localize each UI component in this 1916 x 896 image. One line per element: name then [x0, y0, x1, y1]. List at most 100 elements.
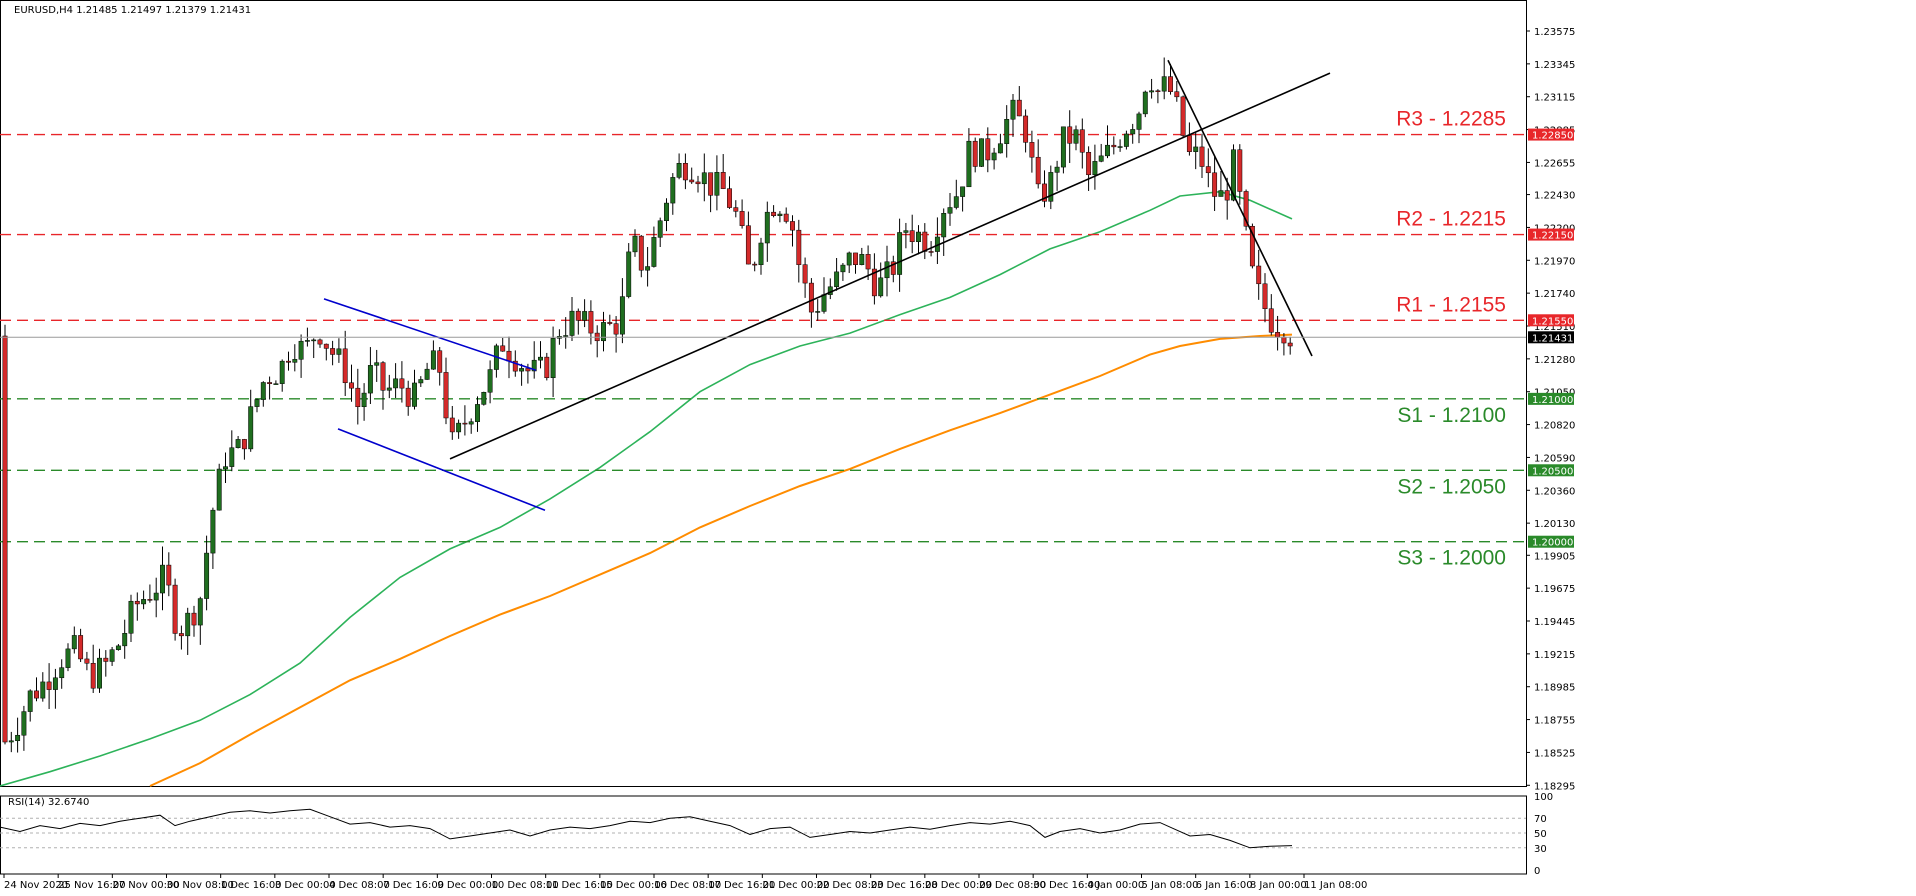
- candle-bearish: [708, 172, 714, 196]
- time-tick-label: 16 Dec 08:00: [654, 880, 721, 891]
- candle-bearish: [871, 268, 877, 297]
- candle-bearish: [1079, 129, 1085, 153]
- price-tick-label: 1.21740: [1534, 289, 1575, 300]
- candle-bullish: [204, 552, 210, 599]
- candle-bullish: [216, 468, 222, 511]
- candle-bearish: [134, 600, 140, 605]
- candle-bearish: [1180, 96, 1186, 136]
- candle-bearish: [607, 322, 613, 324]
- candle-bearish: [1186, 135, 1192, 152]
- candle-bullish: [701, 172, 707, 185]
- candle-bullish: [897, 232, 903, 275]
- candle-bullish: [487, 369, 493, 393]
- candle-bearish: [84, 658, 90, 664]
- candle-bullish: [966, 140, 972, 188]
- candle-bearish: [865, 254, 871, 270]
- time-tick-label: 8 Jan 00:00: [1250, 880, 1307, 891]
- candle-bullish: [550, 338, 556, 379]
- candle-bullish: [714, 172, 720, 196]
- candle-bearish: [90, 662, 96, 689]
- candle-bearish: [985, 138, 991, 161]
- candle-bullish: [468, 421, 474, 425]
- candle-bullish: [997, 143, 1003, 154]
- candle-bullish: [916, 231, 921, 243]
- candle-bearish: [796, 229, 802, 265]
- candle-bullish: [185, 612, 191, 637]
- candle-bullish: [1105, 144, 1110, 157]
- price-tick-label: 1.18295: [1534, 781, 1575, 792]
- candle-bearish: [783, 213, 789, 222]
- time-tick-label: 5 Jan 08:00: [1142, 880, 1199, 891]
- candle-bearish: [1086, 151, 1092, 176]
- candle-bearish: [575, 310, 581, 321]
- candle-bearish: [790, 221, 795, 231]
- time-tick-label: 27 Nov 00:00: [112, 880, 179, 891]
- candle-bearish: [1275, 332, 1281, 338]
- price-tag-box: [1528, 464, 1574, 477]
- candle-bullish: [412, 382, 417, 407]
- candle-bullish: [1231, 149, 1236, 201]
- trendline-uptrend: [449, 72, 1331, 460]
- rsi-tick-label: 100: [1534, 792, 1553, 803]
- time-tick-label: 10 Dec 08:00: [492, 880, 559, 891]
- candle-bearish: [1016, 99, 1022, 117]
- candle-bullish: [531, 359, 537, 372]
- candle-bearish: [720, 172, 726, 189]
- candle-bullish: [664, 202, 669, 221]
- moving-average-slow-line: [149, 333, 1293, 787]
- candle-bullish: [292, 359, 298, 363]
- candle-bearish: [1281, 336, 1287, 344]
- candle-bullish: [115, 645, 121, 650]
- price-tick-label: 1.23115: [1534, 93, 1575, 104]
- level-label-s3: S3 - 1.2000: [1397, 547, 1506, 570]
- candle-bullish: [223, 466, 228, 470]
- price-tag-box: [1528, 535, 1574, 548]
- candle-bullish: [1218, 190, 1224, 197]
- price-tag-box: [1528, 392, 1574, 405]
- candle-bearish: [1268, 308, 1274, 333]
- price-tag-r2: 1.22150: [1528, 228, 1574, 242]
- candle-bearish: [342, 348, 348, 384]
- candle-bullish: [884, 261, 890, 279]
- candle-bullish: [456, 422, 462, 433]
- candle-bearish: [808, 282, 814, 313]
- candle-bullish: [109, 649, 115, 662]
- time-tick-label: 24 Nov 2020: [4, 880, 68, 891]
- last-price-tag-text: 1.21431: [1532, 333, 1573, 344]
- candle-bullish: [563, 335, 569, 337]
- trendline-channel-lower: [337, 428, 546, 512]
- price-tick-label: 1.23345: [1534, 60, 1575, 71]
- candle-bullish: [8, 740, 14, 743]
- candle-bearish: [972, 140, 978, 167]
- candle-bullish: [519, 368, 525, 372]
- candle-bearish: [512, 360, 518, 372]
- candle-bearish: [78, 635, 84, 660]
- price-panel: 1.235751.233451.231151.228851.226551.224…: [0, 0, 1575, 792]
- candle-bearish: [1256, 265, 1262, 285]
- candle-bearish: [46, 681, 52, 690]
- candle-bullish: [254, 399, 260, 407]
- candle-bearish: [1243, 191, 1249, 227]
- candle-bullish: [1123, 133, 1129, 147]
- candle-bullish: [953, 196, 959, 208]
- price-tick-label: 1.19905: [1534, 551, 1575, 562]
- time-tick-label: 9 Dec 00:00: [437, 880, 498, 891]
- candle-bullish: [59, 667, 65, 679]
- price-panel-frame: [0, 0, 1527, 787]
- candle-bearish: [34, 690, 39, 699]
- last-price-tag-box: [1528, 331, 1574, 344]
- candle-bearish: [682, 163, 688, 181]
- candle-bearish: [1212, 172, 1218, 197]
- candle-bullish: [903, 230, 909, 233]
- candle-bearish: [405, 387, 411, 407]
- time-tick-label: 17 Dec 16:00: [708, 880, 775, 891]
- candle-bullish: [840, 264, 846, 273]
- level-label-s1: S1 - 1.2100: [1397, 404, 1506, 427]
- candle-bullish: [859, 254, 865, 265]
- level-label-r3: R3 - 1.2285: [1396, 108, 1506, 131]
- candle-bearish: [525, 368, 531, 372]
- time-tick-label: 21 Dec 00:00: [762, 880, 829, 891]
- candle-bullish: [764, 211, 770, 244]
